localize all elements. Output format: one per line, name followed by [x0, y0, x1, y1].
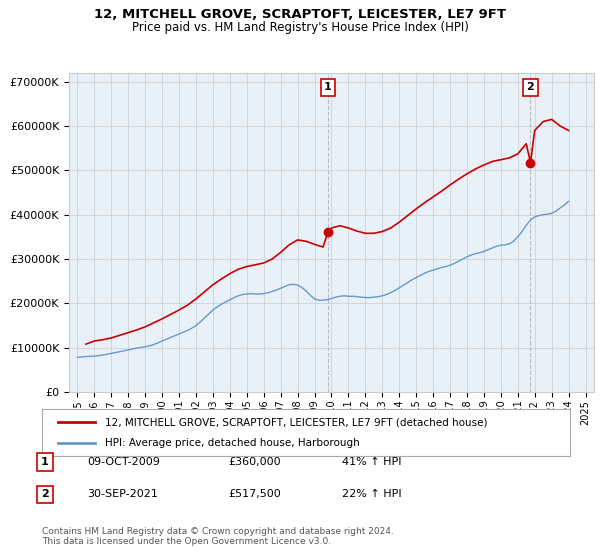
Text: 2: 2: [41, 489, 49, 500]
Text: 12, MITCHELL GROVE, SCRAPTOFT, LEICESTER, LE7 9FT (detached house): 12, MITCHELL GROVE, SCRAPTOFT, LEICESTER…: [106, 417, 488, 427]
Text: 09-OCT-2009: 09-OCT-2009: [87, 457, 160, 467]
Text: 30-SEP-2021: 30-SEP-2021: [87, 489, 158, 500]
Text: 1: 1: [41, 457, 49, 467]
Text: HPI: Average price, detached house, Harborough: HPI: Average price, detached house, Harb…: [106, 438, 360, 448]
Text: 1: 1: [324, 82, 332, 92]
Text: Price paid vs. HM Land Registry's House Price Index (HPI): Price paid vs. HM Land Registry's House …: [131, 21, 469, 34]
Text: 2: 2: [527, 82, 535, 92]
Text: Contains HM Land Registry data © Crown copyright and database right 2024.
This d: Contains HM Land Registry data © Crown c…: [42, 526, 394, 546]
Text: 12, MITCHELL GROVE, SCRAPTOFT, LEICESTER, LE7 9FT: 12, MITCHELL GROVE, SCRAPTOFT, LEICESTER…: [94, 8, 506, 21]
Text: £517,500: £517,500: [228, 489, 281, 500]
Text: £360,000: £360,000: [228, 457, 281, 467]
Text: 41% ↑ HPI: 41% ↑ HPI: [342, 457, 401, 467]
Text: 22% ↑ HPI: 22% ↑ HPI: [342, 489, 401, 500]
